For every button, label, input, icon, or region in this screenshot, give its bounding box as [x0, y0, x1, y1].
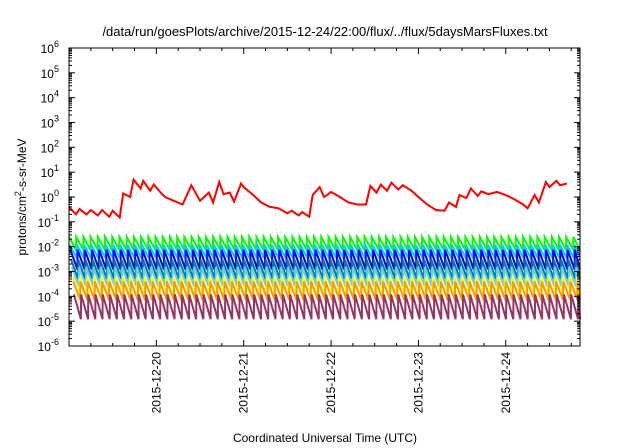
- series-line: [68, 232, 581, 254]
- y-axis: 10-6 10-5 10-4 10-3 10-2 10-1 100 101 102 103 104 1…: [38, 39, 580, 354]
- series-line: [72, 281, 581, 301]
- y-tick-label: 101: [41, 163, 59, 180]
- x-tick-label: 2015-12-21: [237, 352, 251, 414]
- chart-title: /data/run/goesPlots/archive/2015-12-24/2…: [102, 24, 548, 39]
- series-line: [72, 294, 581, 320]
- y-tick-label: 105: [41, 64, 59, 81]
- y-tick-label: 10-6: [38, 337, 59, 354]
- y-tick-label: 10-5: [38, 312, 59, 329]
- y-tick-label: 100: [41, 188, 59, 205]
- y-tick-label: 106: [41, 39, 59, 56]
- y-tick-label: 102: [41, 138, 59, 155]
- x-axis-label: Coordinated Universal Time (UTC): [233, 431, 417, 445]
- x-tick-label: 2015-12-20: [149, 352, 163, 414]
- x-tick-label: 2015-12-24: [499, 352, 513, 414]
- x-tick-label: 2015-12-23: [411, 352, 425, 414]
- y-tick-label: 104: [41, 89, 59, 106]
- x-axis: 2015-12-20 2015-12-21 2015-12-22 2015-12-23…: [90, 48, 572, 414]
- y-tick-label: 10-1: [38, 213, 59, 230]
- y-tick-label: 103: [41, 114, 59, 131]
- y-tick-label: 10-2: [38, 238, 59, 255]
- y-axis-label: protons/cm2-s-sr-MeV: [13, 138, 29, 255]
- series-line: [69, 249, 581, 270]
- y-tick-label: 10-4: [38, 287, 59, 304]
- series-line: [70, 266, 581, 287]
- x-tick-label: 2015-12-22: [324, 352, 338, 414]
- plot-series: [68, 177, 581, 320]
- y-tick-label: 10-3: [38, 263, 59, 280]
- series-line-red: [68, 177, 568, 220]
